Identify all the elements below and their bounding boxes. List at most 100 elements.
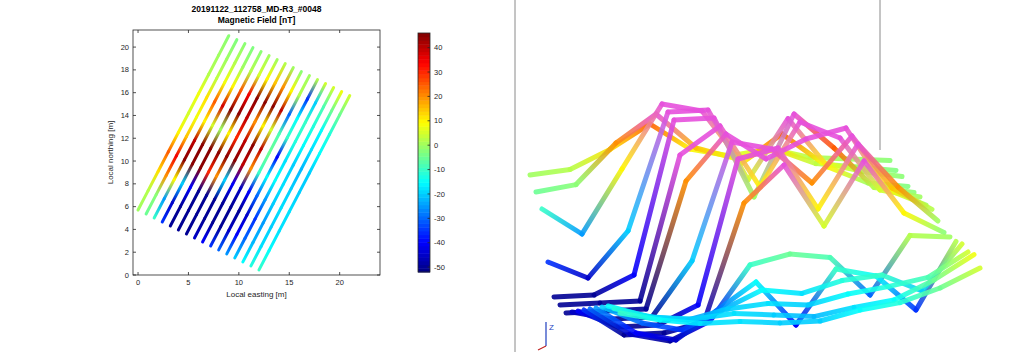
colorbar-cell (418, 242, 430, 246)
track-segment (217, 59, 227, 78)
x-tick (188, 272, 189, 275)
track-segment (239, 94, 249, 113)
track-segment (320, 134, 330, 153)
y-tick-label: 8 (125, 179, 129, 188)
y-tick (377, 115, 380, 116)
track-segment (283, 165, 293, 184)
y-tick (377, 138, 380, 139)
track-segment (251, 52, 261, 71)
plot-area (133, 30, 380, 275)
track-segment (209, 153, 219, 172)
surface-strip (660, 320, 700, 323)
surface-strip (774, 315, 814, 317)
y-tick (133, 275, 136, 276)
track-segment (291, 72, 301, 91)
track-segment (203, 223, 213, 242)
track-segment (170, 207, 180, 226)
track-segment (259, 153, 269, 172)
surface-strip (784, 165, 824, 226)
colorbar-cell (418, 67, 430, 71)
surface-strip (620, 313, 660, 320)
surface-strip (576, 143, 616, 185)
y-tick-label: 16 (121, 88, 129, 97)
track-segment (255, 200, 265, 219)
surface-strip (802, 281, 842, 294)
track-segment (178, 211, 188, 230)
track-segment (197, 98, 207, 117)
colorbar-tick-label: -10 (434, 165, 445, 174)
colorbar-cell (418, 257, 430, 261)
colorbar-cell (418, 250, 430, 254)
surface-strip (808, 294, 848, 305)
colorbar-cell (418, 212, 430, 216)
x-tick-label: 15 (285, 278, 293, 287)
surface-strip (768, 303, 808, 305)
y-tick (133, 92, 136, 93)
colorbar-cell (418, 55, 430, 59)
surface-strip (824, 161, 864, 226)
colorbar-tick-label: -40 (434, 238, 445, 247)
colorbar-cell (418, 59, 430, 63)
track-segment (279, 114, 289, 133)
colorbar-frame (418, 33, 430, 272)
surface-strip (700, 321, 740, 323)
x-tick (339, 30, 340, 33)
y-tick (133, 138, 136, 139)
axis-glyph-line (538, 346, 546, 350)
colorbar-cell (418, 130, 430, 134)
colorbar-cell (418, 82, 430, 86)
track-segment (241, 71, 251, 90)
track-segment (192, 145, 202, 164)
colorbar-tick-label: 40 (434, 43, 442, 52)
x-tick (339, 272, 340, 275)
y-tick-label: 12 (121, 134, 129, 143)
surface-strip (780, 321, 820, 323)
track-segment (174, 160, 184, 179)
track-segment (247, 196, 257, 215)
colorbar-cell (418, 179, 430, 183)
y-tick (377, 229, 380, 230)
colorbar-cell (418, 44, 430, 48)
y-tick-label: 14 (121, 111, 129, 120)
track-segment (233, 164, 243, 183)
surface-strip (860, 303, 900, 310)
colorbar-cell (418, 246, 430, 250)
track-segment (215, 180, 225, 199)
surface-strip (642, 323, 682, 330)
track-segment (201, 149, 211, 168)
box-edge (880, 0, 881, 150)
y-tick (133, 69, 136, 70)
surface-strip (594, 275, 634, 295)
track-segment (199, 172, 209, 191)
colorbar-cell (418, 201, 430, 205)
track-segment (273, 184, 283, 203)
surface-strip (732, 142, 772, 149)
colorbar-cell (418, 108, 430, 112)
surface-strip (674, 118, 714, 120)
surface-strip (548, 262, 588, 278)
track-segment (241, 168, 251, 187)
track-segment (194, 121, 204, 140)
colorbar-cell (418, 175, 430, 179)
colorbar-tick-label: -20 (434, 190, 445, 199)
track-segment (303, 126, 313, 145)
colorbar-cell (418, 153, 430, 157)
y-tick (133, 115, 136, 116)
colorbar-tick (428, 96, 431, 97)
track-segment (227, 235, 237, 254)
track-segment (231, 188, 241, 207)
surface-strip (668, 110, 708, 112)
track-segment (263, 204, 273, 223)
x-tick (238, 30, 239, 33)
surface-strip (904, 213, 944, 233)
colorbar-cell (418, 33, 430, 37)
x-tick-label: 5 (186, 278, 190, 287)
colorbar-tick (428, 169, 431, 170)
track-segment (213, 106, 223, 125)
surface-strip (778, 148, 818, 209)
x-tick (138, 30, 139, 33)
colorbar-cell (418, 138, 430, 142)
track-segment (265, 180, 275, 199)
y-axis-label: Local northing [m] (106, 121, 115, 185)
y-tick-label: 4 (125, 225, 129, 234)
